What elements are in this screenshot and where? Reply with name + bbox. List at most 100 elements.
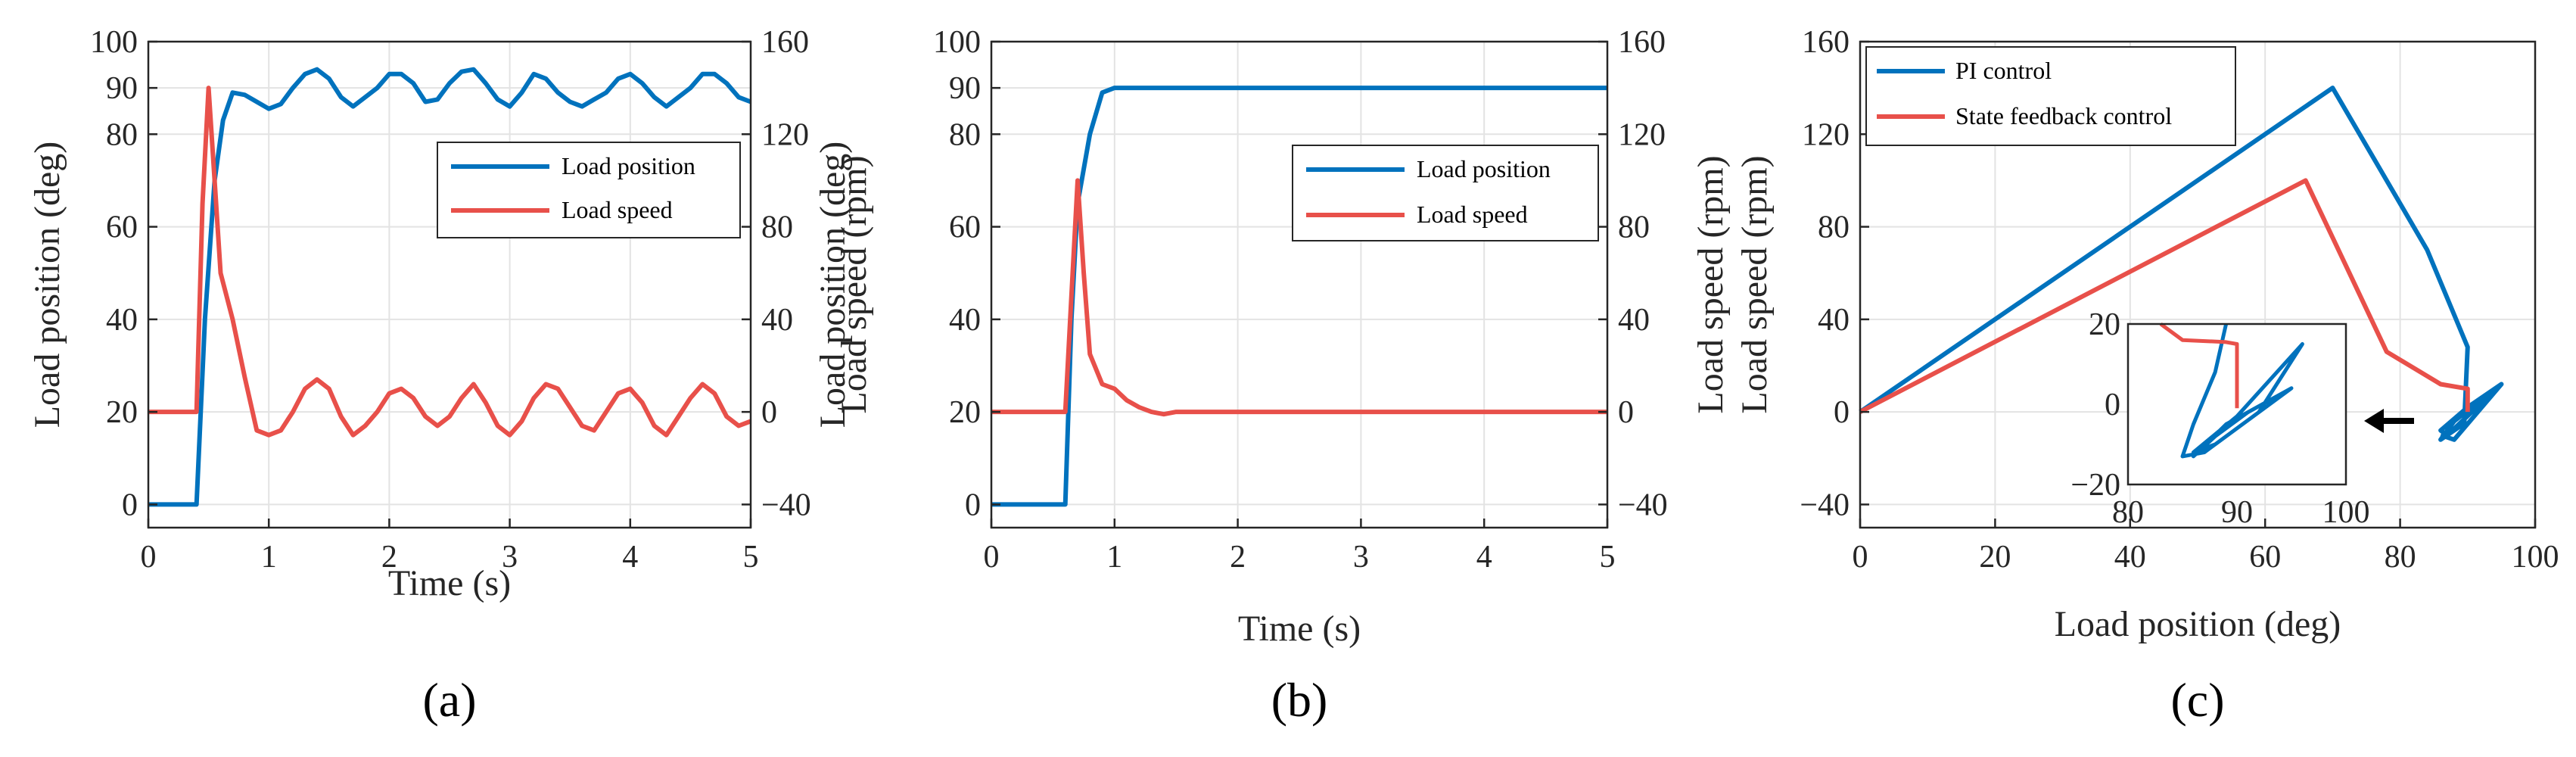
legend-box-a [437,142,741,238]
legend-label-load-speed-b: Load speed [1417,201,1528,228]
y-axis-label-left-b: Load position (deg) [813,142,853,428]
y-axis-label-right-a: Load speed (rpm) [834,155,874,413]
inset-y-tick-label: 0 [2105,388,2120,422]
x-tick-label: 80 [2385,540,2416,575]
y-tick-label-left: 40 [949,303,981,338]
x-tick-label: 2 [381,540,397,575]
series-layer-b [991,86,1607,507]
y-tick-label-left: 160 [1802,25,1850,60]
y-tick-label-left: 100 [90,25,138,60]
legend-c: PI control State feedback control [1865,46,2236,146]
y-tick-label-right: 80 [761,210,793,245]
y-tick-label-right: −40 [761,488,811,522]
inset-x-tick-label: 90 [2221,495,2253,530]
legend-label-state-feedback: State feedback control [1955,102,2172,129]
x-tick-label: 0 [984,540,1000,575]
x-tick-label: 0 [1853,540,1868,575]
y-tick-label-left: 20 [106,395,138,430]
chart-panel-a: 0 20 40 60 80 90 100 −40 0 40 80 120 160 0 1 2 3 4 5 Tim… [27,25,874,727]
x-axis-label-c: Load position (deg) [2055,604,2341,644]
chart-panel-b: 0 20 40 60 80 90 100 −40 0 40 80 120 160 0 1 2 3 4 5 Tim… [813,25,1731,727]
inset-ticks: 80 90 100 20 0 −20 [2070,307,2369,530]
legend-label-pi-control: PI control [1955,57,2052,84]
y-axis-label-right-b: Load speed (rpm) [1691,155,1731,413]
inset-series-pi-control [2180,323,2304,459]
panel-label-b: (b) [1271,673,1328,727]
plot-frame-a [147,40,752,529]
y-tick-label-left: 40 [1818,303,1850,338]
y-tick-label-left: 60 [949,210,981,245]
grid-a [148,41,751,528]
y-tick-label-left: 0 [122,488,138,522]
inset-series-layer [2159,322,2304,459]
y-tick-label-right: 40 [1618,303,1650,338]
panel-label-a: (a) [422,673,476,727]
y-tick-label-left: 120 [1802,117,1850,152]
plot-frame-b [990,40,1609,529]
x-tick-label: 60 [2249,540,2281,575]
series-layer-a [148,67,752,507]
y-tick-label-right: 160 [761,25,809,60]
y-axis-label-c: Load speed (rpm) [1734,155,1775,413]
series-layer-c [1859,86,2504,442]
inset-x-tick-label: 100 [2322,495,2370,530]
x-tick-label: 20 [1979,540,2011,575]
left-axis-ticks-c: −40 0 40 80 120 160 [1800,25,1869,522]
plot-frame-c [1859,40,2537,529]
y-tick-label-left: 80 [949,117,981,152]
legend-label-load-position-a: Load position [562,152,695,179]
legend-box-b [1292,145,1599,241]
left-axis-ticks-a: 0 20 40 60 80 90 100 [90,25,157,522]
x-tick-label: 5 [1600,540,1616,575]
series-line-load-position [148,67,752,507]
x-axis-label-b: Time (s) [1238,609,1361,649]
x-axis-ticks-a: 0 1 2 3 4 5 [141,519,759,575]
y-tick-label-left: 0 [1834,395,1850,430]
inset-arrow [2364,409,2414,433]
y-tick-label-left: 90 [949,71,981,106]
x-tick-label: 5 [743,540,759,575]
x-tick-label: 2 [1230,540,1246,575]
inset-zoom-c: 80 90 100 20 0 −20 [2070,307,2369,530]
y-tick-label-left: 40 [106,303,138,338]
y-tick-label-right: 120 [1618,117,1666,152]
x-axis-ticks-b: 0 1 2 3 4 5 [984,519,1616,575]
panel-label-c: (c) [2170,673,2224,727]
legend-a: Load position Load speed [437,142,741,238]
y-tick-label-left: 20 [949,395,981,430]
y-tick-label-right: −40 [1618,488,1668,522]
y-tick-label-right: 0 [1618,395,1634,430]
x-tick-label: 1 [1106,540,1122,575]
y-tick-label-left: 80 [106,117,138,152]
y-tick-label-right: 40 [761,303,793,338]
left-axis-ticks-b: 0 20 40 60 80 90 100 [933,25,1000,522]
inset-x-tick-label: 80 [2112,495,2144,530]
x-tick-label: 40 [2114,540,2146,575]
x-tick-label: 3 [1353,540,1369,575]
inset-series-state-feedback-control [2159,322,2239,409]
y-tick-label-left: 80 [1818,210,1850,245]
arrow-icon [2364,409,2384,433]
x-axis-label-a: Time (s) [388,563,511,603]
y-tick-label-right: 160 [1618,25,1666,60]
y-tick-label-right: 0 [761,395,777,430]
inset-y-tick-label: 20 [2089,307,2120,342]
x-tick-label: 1 [261,540,277,575]
series-line-state-feedback-control [1859,178,2470,414]
y-tick-label-right: 80 [1618,210,1650,245]
x-tick-label: 4 [1476,540,1492,575]
y-tick-label-left: 100 [933,25,981,60]
y-tick-label-left: −40 [1800,488,1850,522]
series-line-load-speed [148,86,752,438]
inset-frame [2126,322,2347,486]
y-tick-label-right: 120 [761,117,809,152]
legend-label-load-speed-a: Load speed [562,196,673,223]
y-tick-label-left: 60 [106,210,138,245]
y-axis-label-left-a: Load position (deg) [27,142,67,428]
x-tick-label: 3 [502,540,518,575]
legend-box-c [1865,46,2236,146]
right-axis-ticks-b: −40 0 40 80 120 160 [1598,25,1668,522]
x-tick-label: 0 [141,540,157,575]
legend-label-load-position-b: Load position [1417,155,1551,182]
